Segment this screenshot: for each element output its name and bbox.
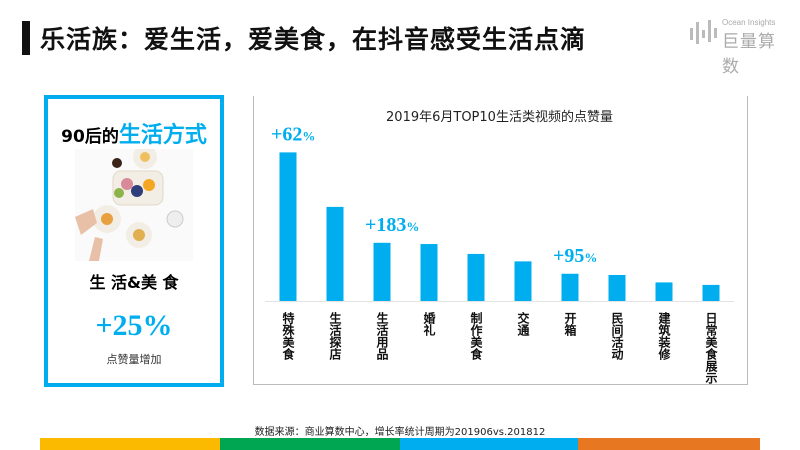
food-image <box>75 149 193 261</box>
logo-en: Ocean Insights <box>722 18 776 27</box>
bar <box>702 284 720 301</box>
bar <box>561 273 579 301</box>
chart-frame <box>253 96 748 385</box>
bar <box>467 253 485 301</box>
bar <box>373 242 391 301</box>
card-title-prefix: 90后的 <box>61 127 119 147</box>
logo-cn: 巨量算数 <box>722 32 776 77</box>
footer-strip-orange <box>578 438 760 450</box>
footer-strip-green <box>220 438 400 450</box>
bar <box>279 152 297 301</box>
bar <box>655 282 673 301</box>
data-source: 数据来源：商业算数中心，增长率统计周期为201906vs.201812 <box>254 427 546 438</box>
title-accent-bar <box>22 21 30 55</box>
bar <box>514 261 532 301</box>
card-title: 90后的生活方式 <box>48 117 220 149</box>
logo-bars-icon <box>690 20 717 44</box>
x-tick-label: 生活用品 <box>375 312 389 360</box>
card-subtitle: 生 活&美 食 <box>89 273 179 292</box>
card-growth: +25% <box>95 309 173 342</box>
chart-title: 2019年6月TOP10生活类视频的点赞量 <box>386 110 613 125</box>
x-tick-label: 日常美食展示 <box>704 312 718 384</box>
x-tick-label: 特殊美食 <box>281 312 295 360</box>
x-tick-label: 建筑装修 <box>657 312 671 360</box>
x-tick-label: 民间活动 <box>610 312 624 360</box>
x-tick-label: 生活探店 <box>328 312 342 360</box>
bar <box>326 206 344 301</box>
growth-annotation: +95% <box>553 245 597 267</box>
growth-annotation: +183% <box>365 214 419 236</box>
lifestyle-card: 90后的生活方式 生 活&美 食 +25% 点赞量增加 <box>44 95 224 387</box>
x-tick-label: 婚礼 <box>422 312 436 336</box>
footer-strip-blue <box>400 438 578 450</box>
footer-strip-yellow <box>40 438 220 450</box>
card-title-highlight: 生活方式 <box>118 123 207 148</box>
card-caption: 点赞量增加 <box>106 353 162 366</box>
x-tick-label: 交通 <box>516 312 530 336</box>
x-tick-label: 开箱 <box>563 312 577 336</box>
bar <box>420 244 438 301</box>
x-tick-label: 制作美食 <box>469 312 483 360</box>
bar <box>608 274 626 301</box>
page-title: 乐活族：爱生活，爱美食，在抖音感受生活点滴 <box>40 25 587 54</box>
logo: Ocean Insights 巨量算数 <box>688 18 788 77</box>
growth-annotation: +62% <box>271 123 315 145</box>
